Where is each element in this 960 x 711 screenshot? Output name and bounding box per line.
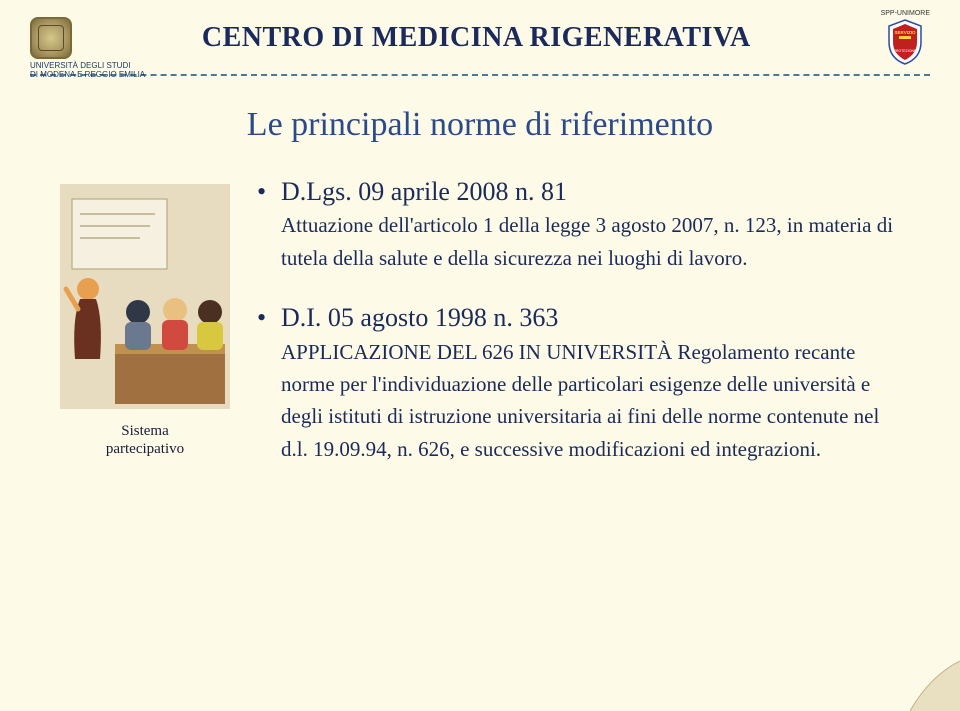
title-wrap: CENTRO DI MEDICINA RIGENERATIVA	[87, 22, 866, 54]
body-row: Sistema partecipativo D.Lgs. 09 aprile 2…	[60, 174, 900, 491]
logo-left-wrap	[30, 17, 72, 59]
bullet-list: D.Lgs. 09 aprile 2008 n. 81 Attuazione d…	[255, 174, 900, 491]
shield-wrap: SPP-UNIMORE SERVIZIO PROTEZIONE	[881, 10, 930, 66]
university-label: UNIVERSITÀ DEGLI STUDIDI MODENA E REGGIO…	[30, 56, 145, 80]
caption-line-1: Sistema	[121, 423, 169, 439]
law-body: Attuazione dell'articolo 1 della legge 3…	[281, 213, 893, 269]
university-label-text: UNIVERSITÀ DEGLI STUDIDI MODENA E REGGIO…	[30, 62, 145, 80]
illustration-block: Sistema partecipativo	[60, 184, 230, 458]
page-curl-icon	[910, 661, 960, 711]
meeting-illustration-icon	[60, 184, 230, 409]
illustration-caption: Sistema partecipativo	[60, 422, 230, 458]
svg-text:PROTEZIONE: PROTEZIONE	[894, 49, 917, 53]
shield-label: SPP-UNIMORE	[881, 10, 930, 17]
university-seal-icon	[30, 17, 72, 59]
svg-text:SERVIZIO: SERVIZIO	[895, 30, 916, 35]
slide-org-title: CENTRO DI MEDICINA RIGENERATIVA	[202, 22, 751, 54]
list-item: D.Lgs. 09 aprile 2008 n. 81 Attuazione d…	[255, 174, 900, 274]
law-head: D.I. 05 agosto 1998 n. 363	[281, 303, 558, 332]
law-body: APPLICAZIONE DEL 626 IN UNIVERSITÀ Regol…	[281, 340, 879, 461]
slide-content: Le principali norme di riferimento	[0, 76, 960, 491]
list-item: D.I. 05 agosto 1998 n. 363 APPLICAZIONE …	[255, 300, 900, 465]
law-head: D.Lgs. 09 aprile 2008 n. 81	[281, 177, 567, 206]
slide-subtitle: Le principali norme di riferimento	[60, 106, 900, 144]
shield-icon: SERVIZIO PROTEZIONE	[885, 18, 925, 66]
caption-line-2: partecipativo	[106, 441, 184, 457]
